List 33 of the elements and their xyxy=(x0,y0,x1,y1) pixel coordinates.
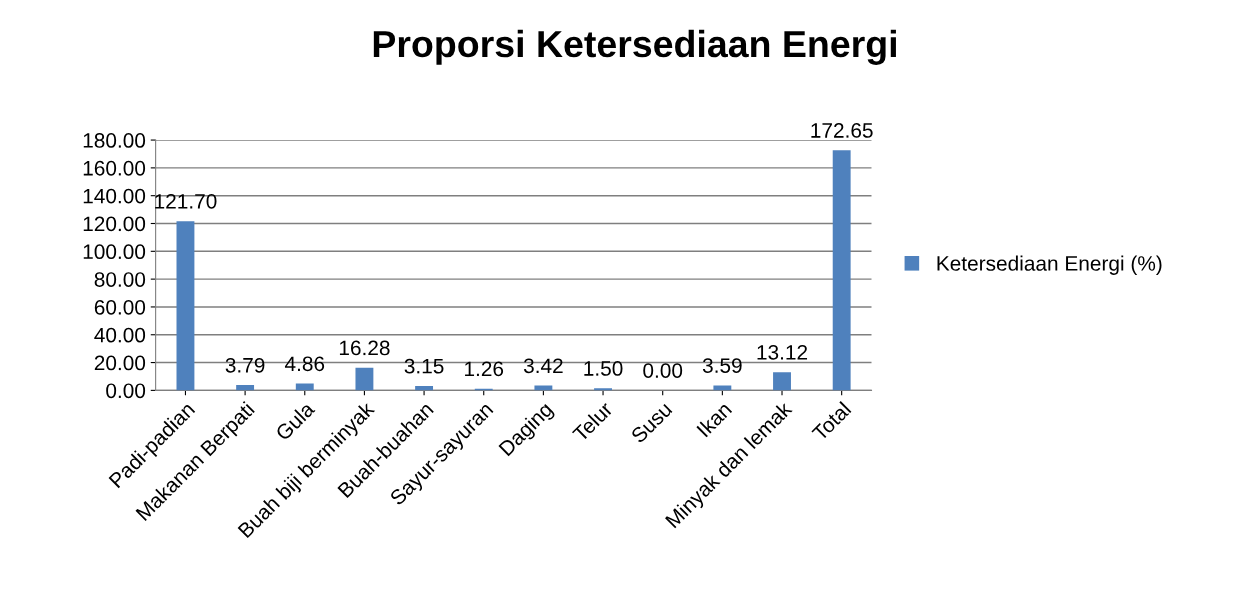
y-tick-label: 0.00 xyxy=(106,383,146,399)
data-label: 172.65 xyxy=(811,123,873,138)
legend-label: Ketersediaan Energi (%) xyxy=(937,255,1162,275)
data-label: 1.50 xyxy=(584,361,623,376)
bar xyxy=(415,386,434,391)
data-label: 4.86 xyxy=(284,356,325,372)
y-tick-label: 180.00 xyxy=(83,133,146,148)
data-label: 3.15 xyxy=(404,358,444,374)
y-tick-label: 60.00 xyxy=(94,299,146,315)
data-label: 3.59 xyxy=(702,358,742,373)
y-tick-label: 40.00 xyxy=(94,327,146,343)
bar xyxy=(355,367,374,391)
y-tick-label: 140.00 xyxy=(83,188,146,204)
bar xyxy=(176,221,195,391)
y-tick-label: 100.00 xyxy=(83,244,146,260)
data-label: 3.42 xyxy=(523,358,563,374)
data-label: 13.12 xyxy=(757,344,808,360)
bar xyxy=(594,388,612,391)
y-tick-label: 20.00 xyxy=(94,355,146,371)
data-label: 121.70 xyxy=(155,193,217,209)
bar xyxy=(236,385,255,391)
y-tick-label: 160.00 xyxy=(83,160,146,176)
y-tick-label: 80.00 xyxy=(94,272,146,287)
data-label: 1.26 xyxy=(465,361,504,377)
data-label: 16.28 xyxy=(339,340,390,356)
x-tick-label: Ikan xyxy=(695,401,733,438)
bar xyxy=(713,385,732,391)
data-label: 3.79 xyxy=(225,357,265,373)
bar xyxy=(773,372,791,391)
chart-title: Proporsi Ketersediaan Energi xyxy=(373,29,896,65)
y-tick-label: 120.00 xyxy=(83,216,146,232)
bar xyxy=(832,150,851,391)
data-label: 0.00 xyxy=(643,363,683,378)
